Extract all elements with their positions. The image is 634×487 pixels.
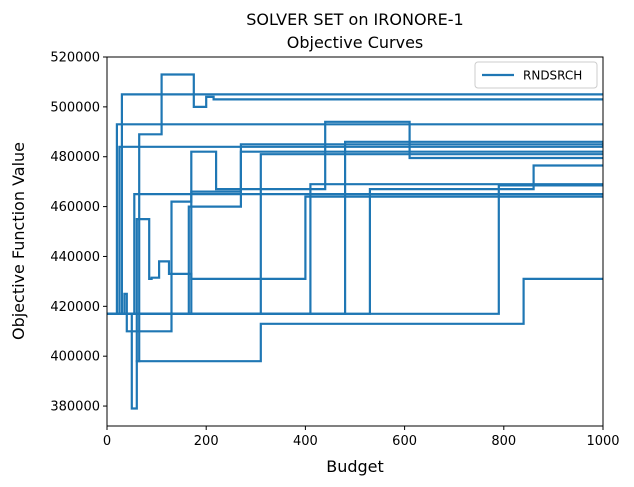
series-line-run-10 xyxy=(107,277,603,363)
y-tick-label: 520000 xyxy=(50,51,100,66)
y-axis-label: Objective Function Value xyxy=(9,142,28,340)
series-line-run-7 xyxy=(107,195,603,315)
plot-frame xyxy=(106,56,604,427)
chart-subtitle: Objective Curves xyxy=(287,33,424,52)
chart-title: SOLVER SET on IRONORE-1 xyxy=(246,10,463,29)
legend-label: RNDSRCH xyxy=(523,69,582,83)
x-axis: 0 200 400 600 800 1000 xyxy=(103,426,620,449)
series-lines xyxy=(107,73,603,410)
series-line-run-14 xyxy=(107,164,603,315)
series-line-run-9 xyxy=(107,150,603,315)
x-tick-label: 800 xyxy=(491,434,516,449)
series-line-run-12 xyxy=(107,140,603,315)
y-tick-label: 400000 xyxy=(50,350,100,365)
legend-box xyxy=(474,61,598,89)
series-line-run-6 xyxy=(107,193,603,315)
y-tick-label: 380000 xyxy=(50,400,100,415)
series-line-run-3 xyxy=(107,143,603,315)
y-tick-label: 420000 xyxy=(50,300,100,315)
legend: RNDSRCH xyxy=(474,61,598,89)
series-line-run-11 xyxy=(107,153,603,315)
series-line-run-4 xyxy=(107,143,603,333)
x-tick-label: 600 xyxy=(392,434,417,449)
series-line-run-8 xyxy=(107,120,603,315)
y-tick-label: 480000 xyxy=(50,150,100,165)
series-line-run-15 xyxy=(107,184,603,315)
x-axis-label: Budget xyxy=(326,457,384,476)
series-line-run-5 xyxy=(107,73,603,410)
x-tick-label: 1000 xyxy=(586,434,619,449)
y-axis: 380000 400000 420000 440000 460000 480000 5000… xyxy=(50,51,107,415)
series-line-run-13 xyxy=(107,183,603,315)
y-tick-label: 440000 xyxy=(50,250,100,265)
series-line-run-2 xyxy=(107,93,603,315)
x-tick-label: 200 xyxy=(194,434,219,449)
x-tick-label: 400 xyxy=(293,434,318,449)
y-tick-label: 500000 xyxy=(50,100,100,115)
y-tick-label: 460000 xyxy=(50,200,100,215)
x-tick-label: 0 xyxy=(103,434,111,449)
